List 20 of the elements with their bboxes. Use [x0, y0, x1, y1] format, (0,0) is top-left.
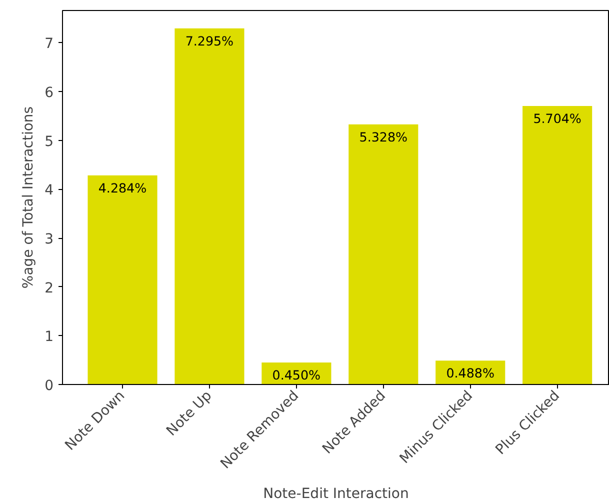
x-axis-title: Note-Edit Interaction: [263, 486, 409, 502]
y-tick-label: 3: [44, 232, 54, 248]
data-label: 0.488%: [446, 366, 494, 381]
data-label: 7.295%: [185, 33, 234, 48]
data-label: 4.284%: [98, 180, 147, 196]
y-tick-label: 6: [44, 85, 54, 102]
data-label: 0.450%: [272, 368, 321, 383]
y-tick-label: 7: [44, 36, 54, 52]
bar: [522, 106, 592, 384]
y-tick-label: 0: [44, 378, 54, 394]
y-tick-label: 2: [44, 280, 54, 296]
y-tick-label: 5: [44, 134, 54, 150]
bar: [348, 124, 418, 384]
bar: [174, 28, 244, 384]
data-label: 5.328%: [359, 129, 408, 144]
y-axis-title: %age of Total Interactions: [20, 106, 37, 289]
bar: [88, 175, 158, 384]
y-tick-label: 1: [44, 329, 54, 346]
data-label: 5.704%: [533, 111, 582, 126]
y-tick-label: 4: [44, 182, 54, 199]
